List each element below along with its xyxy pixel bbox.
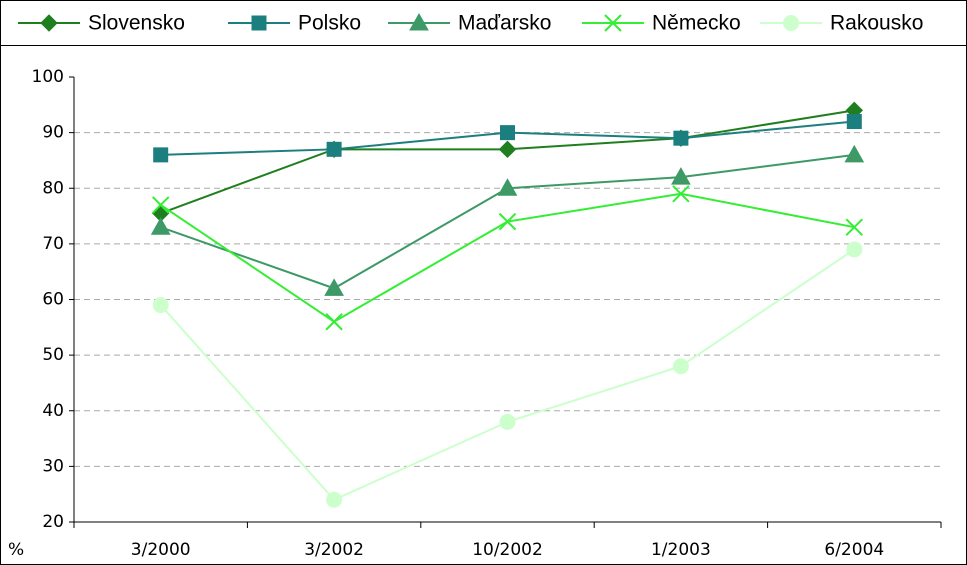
y-unit-label: %	[8, 540, 24, 560]
x-tick-label: 3/2000	[131, 540, 191, 560]
point-marker	[846, 241, 863, 258]
point-marker	[498, 212, 517, 231]
point-marker	[846, 114, 862, 129]
point-marker	[326, 141, 342, 157]
x-tick-label: 6/2004	[824, 540, 884, 560]
point-marker	[671, 167, 691, 185]
y-tick-label: 30	[42, 456, 64, 476]
y-tick-label: 20	[42, 512, 64, 532]
legend-marker	[604, 14, 622, 32]
legend-marker	[40, 14, 58, 32]
legend-label: Polsko	[298, 12, 361, 35]
point-marker	[325, 313, 343, 331]
y-tick-label: 90	[42, 123, 64, 143]
y-tick-label: 60	[42, 290, 64, 310]
point-marker	[326, 491, 343, 508]
point-marker	[324, 278, 344, 296]
y-tick-label: 100	[32, 67, 64, 87]
point-marker	[150, 217, 171, 235]
y-tick-label: 70	[42, 234, 64, 254]
x-tick-label: 10/2002	[472, 540, 543, 560]
point-marker	[151, 196, 170, 214]
point-marker	[673, 130, 689, 146]
y-tick-label: 40	[42, 401, 64, 421]
legend-marker	[409, 12, 429, 31]
y-tick-label: 50	[42, 345, 64, 365]
point-marker	[672, 358, 689, 375]
point-marker	[497, 178, 518, 196]
legend-label: Slovensko	[88, 12, 185, 35]
x-tick-label: 3/2002	[304, 540, 364, 560]
point-marker	[845, 218, 864, 236]
point-marker	[500, 125, 515, 141]
legend-marker	[251, 15, 267, 31]
legend-label: Německo	[652, 12, 741, 35]
point-marker	[499, 413, 516, 430]
point-marker	[152, 297, 169, 314]
x-tick-label: 1/2003	[651, 540, 711, 560]
point-marker	[672, 185, 690, 203]
point-marker	[153, 147, 169, 163]
point-marker	[844, 144, 865, 163]
legend-label: Maďarsko	[458, 12, 551, 35]
point-marker	[498, 140, 517, 159]
y-tick-label: 80	[42, 178, 64, 198]
legend-marker	[783, 15, 799, 31]
legend-label: Rakousko	[830, 12, 923, 35]
